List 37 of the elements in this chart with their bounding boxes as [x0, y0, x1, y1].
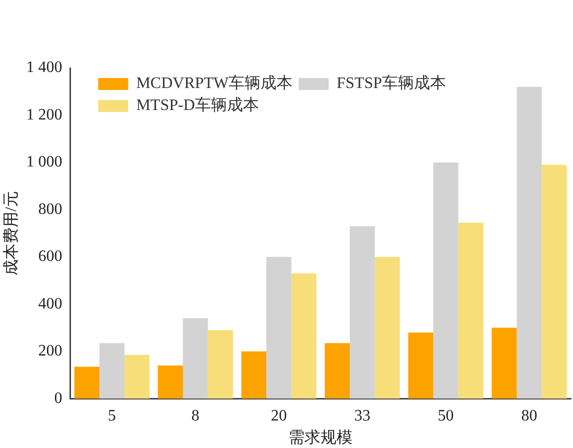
- bar: [266, 256, 292, 399]
- y-tick-label: 600: [38, 248, 62, 266]
- bar: [182, 318, 208, 399]
- x-tick-label: 8: [191, 407, 200, 424]
- x-tick-label: 20: [270, 407, 287, 424]
- bar: [241, 351, 266, 399]
- bar: [324, 343, 350, 399]
- y-tick-label: 200: [38, 342, 62, 360]
- bar: [99, 343, 124, 399]
- y-tick-label: 1 400: [26, 59, 62, 76]
- bar: [74, 366, 100, 399]
- bar: [124, 354, 150, 399]
- y-tick-label: 800: [38, 200, 62, 218]
- x-tick-label: 80: [521, 407, 538, 424]
- y-tick-label: 400: [38, 295, 62, 312]
- legend-label: MCDVRPTW车辆成本: [136, 74, 293, 92]
- bar: [433, 162, 458, 399]
- y-tick-label: 1 000: [26, 154, 62, 171]
- bar: [458, 222, 484, 399]
- bar: [208, 330, 233, 399]
- x-tick-label: 50: [438, 407, 454, 424]
- bar: [408, 332, 434, 399]
- y-axis-title: 成本费用/元: [2, 191, 20, 276]
- legend-label: MTSP-D车辆成本: [136, 96, 259, 114]
- x-axis-title: 需求规模: [288, 428, 353, 447]
- bar: [542, 164, 567, 399]
- bar: [516, 86, 542, 399]
- legend-label: FSTSP车辆成本: [336, 74, 446, 92]
- bar: [158, 366, 183, 399]
- bar: [492, 328, 517, 399]
- bar: [291, 273, 316, 399]
- bar: [374, 256, 400, 399]
- y-tick-label: 0: [54, 390, 62, 407]
- x-tick-label: 5: [108, 407, 116, 424]
- bar: [350, 226, 375, 399]
- x-tick-label: 33: [354, 407, 370, 424]
- y-tick-label: 1 200: [26, 106, 62, 124]
